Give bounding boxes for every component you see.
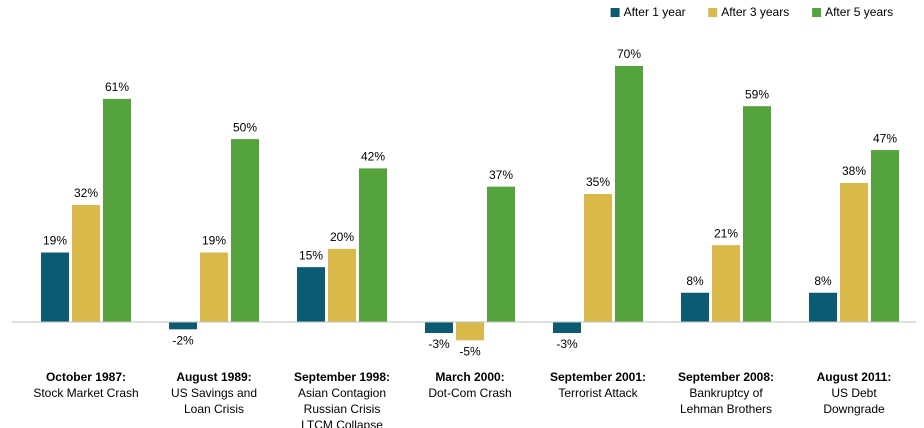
value-label: 50% [233,120,257,134]
category-label: Terrorist Attack [558,386,638,400]
value-label: 15% [299,248,323,262]
value-label: 8% [814,274,832,288]
bar [456,322,484,341]
category-label: LTCM Collapse [301,418,383,428]
category-label: Loan Crisis [184,402,244,416]
bar [72,204,100,323]
value-label: 35% [586,175,610,189]
value-label: 47% [873,131,897,145]
category-label: Lehman Brothers [680,402,772,416]
category-label: October 1987: [46,370,126,384]
value-label: 42% [361,150,385,164]
bar [743,106,771,323]
bar [553,322,581,333]
category-label: Russian Crisis [304,402,381,416]
bar [487,186,515,323]
value-label: 61% [105,80,129,94]
legend-label: After 3 years [721,5,789,19]
category-label: March 2000: [435,370,504,384]
value-label: -3% [556,337,578,351]
bar [231,139,259,323]
category-label: US Savings and [171,386,257,400]
value-label: -3% [428,337,450,351]
category-label: August 2011: [817,370,892,384]
value-label: 38% [842,164,866,178]
value-label: 20% [330,230,354,244]
value-label: -2% [172,334,194,348]
value-label: 19% [202,234,226,248]
legend-label: After 5 years [825,5,893,19]
value-label: 19% [43,234,67,248]
legend-swatch [708,8,718,17]
bar [871,150,899,323]
value-label: 37% [489,168,513,182]
legend-swatch [812,8,822,17]
bar [615,65,643,323]
category-label: Bankruptcy of [689,386,763,400]
category-label: September 2008: [678,370,774,384]
value-label: 8% [686,274,704,288]
bar [840,183,868,323]
bar [425,322,453,333]
value-label: 21% [714,226,738,240]
category-label: September 2001: [550,370,646,384]
category-label: September 1998: [294,370,390,384]
category-label: August 1989: [176,370,251,384]
value-label: 32% [74,186,98,200]
category-label: Dot-Com Crash [428,386,511,400]
legend-swatch [610,8,620,17]
category-label: Downgrade [823,402,885,416]
bar [584,193,612,323]
bar [103,98,131,323]
value-label: 70% [617,47,641,61]
bar [297,267,325,323]
bar [200,252,228,323]
bar [809,292,837,323]
bar [169,322,197,330]
category-label: Asian Contagion [298,386,386,400]
bar [328,248,356,323]
bar [712,245,740,323]
value-label: 59% [745,87,769,101]
legend-label: After 1 year [624,5,686,19]
bar [41,252,69,323]
bar [681,292,709,323]
bar [359,168,387,323]
value-label: -5% [459,344,481,358]
category-label: US Debt [831,386,877,400]
category-label: Stock Market Crash [33,386,138,400]
